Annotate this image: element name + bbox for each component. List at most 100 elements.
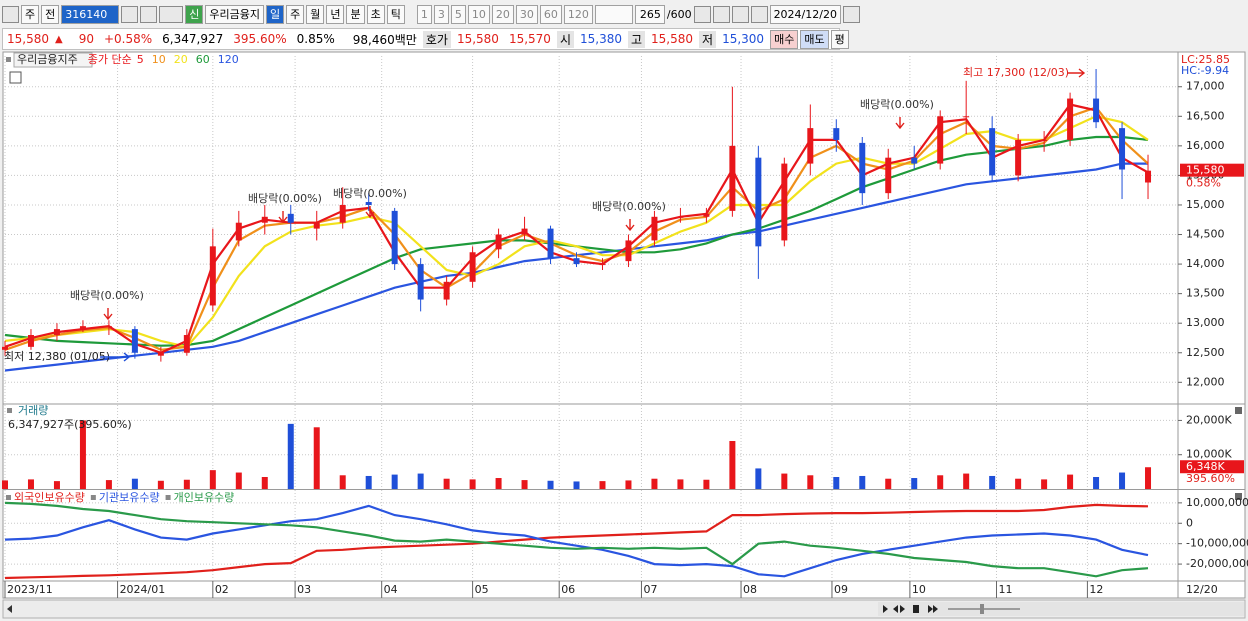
- period[interactable]: 초: [366, 5, 385, 24]
- candle-body: [859, 142, 866, 194]
- avg-button[interactable]: 평: [830, 29, 849, 49]
- candle-body: [313, 222, 320, 229]
- x-tick-label: 06: [561, 583, 575, 596]
- zoom-controls[interactable]: [878, 602, 1244, 616]
- volume-bar: [27, 479, 34, 489]
- sell-button[interactable]: 매도: [800, 29, 829, 49]
- pane-icon[interactable]: [9, 71, 22, 84]
- interval[interactable]: 60: [539, 5, 562, 24]
- interval[interactable]: 30: [515, 5, 538, 24]
- high: 15,580: [651, 32, 694, 46]
- candle-body: [677, 216, 684, 218]
- candle-body: [1041, 139, 1048, 141]
- volume-bar: [261, 477, 268, 489]
- button[interactable]: 주: [21, 5, 40, 24]
- period[interactable]: 년: [326, 5, 345, 24]
- interval-select[interactable]: [594, 5, 633, 24]
- buy-button[interactable]: 매수: [770, 29, 799, 49]
- candle-body: [235, 222, 242, 241]
- volume-bar: [495, 478, 502, 489]
- volume-bar: [1093, 477, 1100, 489]
- candle-body: [183, 335, 190, 353]
- open: 15,380: [579, 32, 622, 46]
- period[interactable]: 틱: [386, 5, 405, 24]
- period[interactable]: 분: [346, 5, 365, 24]
- candle-body: [1145, 170, 1152, 183]
- interval[interactable]: 3: [433, 5, 449, 24]
- button[interactable]: 전: [41, 5, 60, 24]
- y-tick-label: 14,000: [1186, 257, 1225, 270]
- period[interactable]: 월: [306, 5, 325, 24]
- turnover: 0.85%: [296, 32, 335, 46]
- interval[interactable]: 10: [467, 5, 490, 24]
- code-input[interactable]: 316140: [61, 5, 120, 24]
- volume-bar: [677, 479, 684, 489]
- volume-bar: [105, 480, 112, 489]
- amount: 98,460백만: [352, 32, 417, 47]
- quote-bar: 15,580 ▲ 90 +0.58% 6,347,927 395.60% 0.8…: [2, 28, 849, 50]
- candle-body: [989, 128, 996, 176]
- date[interactable]: 2024/12/20: [769, 5, 841, 24]
- low: 15,300: [722, 32, 765, 46]
- y-tick-label: 20,000K: [1186, 413, 1232, 426]
- tool[interactable]: [731, 6, 749, 23]
- annotation-arrow: [1068, 68, 1086, 78]
- calendar[interactable]: [842, 6, 860, 23]
- count[interactable]: 265: [634, 5, 665, 24]
- chart-title: 우리금융지주: [17, 53, 78, 66]
- last-volume-box: [1180, 460, 1244, 474]
- pane-close[interactable]: [1235, 493, 1242, 500]
- y-tick-label: -10,000,000: [1186, 537, 1248, 550]
- volume-bar: [391, 474, 398, 489]
- pane-close[interactable]: [1235, 407, 1242, 414]
- tool[interactable]: [712, 6, 730, 23]
- y-tick-label: 14,500: [1186, 228, 1225, 241]
- legend-entry: 10: [152, 53, 166, 66]
- volume-bar: [859, 475, 866, 489]
- volume-bar: [339, 475, 346, 489]
- sound[interactable]: [159, 6, 184, 23]
- label: 시: [556, 30, 574, 48]
- scroll-left[interactable]: [7, 605, 12, 613]
- interval[interactable]: 120: [563, 5, 593, 24]
- volume-bar: [183, 479, 190, 489]
- stock-name: 우리금융지: [205, 5, 264, 24]
- series-line: [4, 503, 1149, 580]
- annotation: 최저 12,380 (01/05): [4, 350, 110, 363]
- legend-marker: [6, 495, 11, 500]
- period[interactable]: 주: [286, 5, 305, 24]
- series-line: [4, 504, 1149, 578]
- last-change: 0.58%: [1186, 177, 1221, 190]
- candle-body: [781, 163, 788, 241]
- volume-bar: [651, 478, 658, 489]
- period[interactable]: 일: [265, 5, 285, 24]
- candle-body: [391, 210, 398, 265]
- menu-icon[interactable]: [2, 6, 19, 23]
- candle-body: [599, 264, 606, 266]
- volume-bar: [833, 477, 840, 489]
- legend-entry: 120: [218, 53, 239, 66]
- zoom-thumb[interactable]: [980, 604, 984, 614]
- y-tick-label: 0: [1186, 516, 1193, 529]
- candle-body: [1119, 128, 1126, 170]
- legend-marker: [90, 495, 96, 500]
- interval[interactable]: 5: [450, 5, 466, 24]
- x-end-label: 12/20: [1186, 583, 1218, 596]
- x-tick-label: 07: [643, 583, 657, 596]
- volume-bar: [443, 478, 450, 489]
- search[interactable]: [140, 6, 158, 23]
- candle-body: [261, 216, 268, 223]
- toolbar: 주 전 316140 신 우리금융지 일 주 월 년 분 초 틱 1 3 5 1…: [2, 4, 860, 25]
- candle-body: [703, 213, 710, 217]
- dropdown[interactable]: [121, 6, 139, 23]
- scroll-buttons[interactable]: [883, 605, 938, 613]
- tool[interactable]: [693, 6, 711, 23]
- pane-subtitle: 6,347,927주(395.60%): [8, 418, 132, 431]
- label: 고: [627, 30, 646, 48]
- lc-label: LC:25.85: [1181, 53, 1230, 66]
- y-tick-label: 10,000,000: [1186, 496, 1248, 509]
- settings[interactable]: [750, 6, 768, 23]
- interval[interactable]: 1: [416, 5, 432, 24]
- interval[interactable]: 20: [491, 5, 514, 24]
